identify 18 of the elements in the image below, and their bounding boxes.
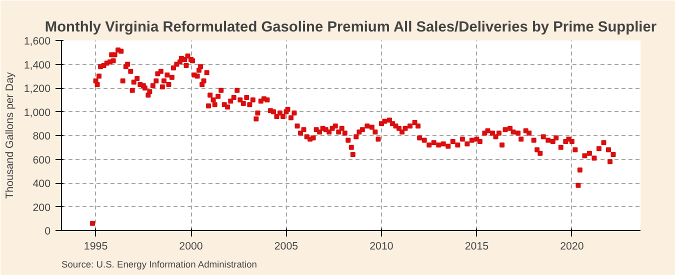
y-tick-label: 1,400 [24, 59, 51, 72]
y-tick-label: 400 [32, 178, 51, 190]
y-tick-label: 1,600 [24, 36, 51, 48]
x-tick-label: 2015 [464, 240, 489, 252]
chart-title: Monthly Virginia Reformulated Gasoline Premium All Sales/Deliveries by Prime Supplier [44, 20, 657, 36]
y-tick-label: 600 [32, 154, 51, 166]
source-note: Source: U.S. Energy Information Administration [62, 260, 257, 270]
x-tick-label: 1995 [84, 240, 108, 252]
x-tick-label: 2020 [560, 240, 584, 252]
x-tick-label: 2000 [179, 240, 203, 252]
x-tick-label: 2010 [370, 240, 394, 252]
y-tick-label: 1,200 [24, 83, 51, 95]
y-tick-label: 800 [32, 130, 51, 142]
x-tick-label: 2005 [274, 240, 298, 252]
y-tick-label: 0 [44, 226, 51, 238]
y-tick-label: 200 [32, 202, 51, 214]
y-tick-label: 1,000 [24, 106, 51, 119]
y-axis-title: Thousand Gallons per Day [4, 71, 16, 199]
